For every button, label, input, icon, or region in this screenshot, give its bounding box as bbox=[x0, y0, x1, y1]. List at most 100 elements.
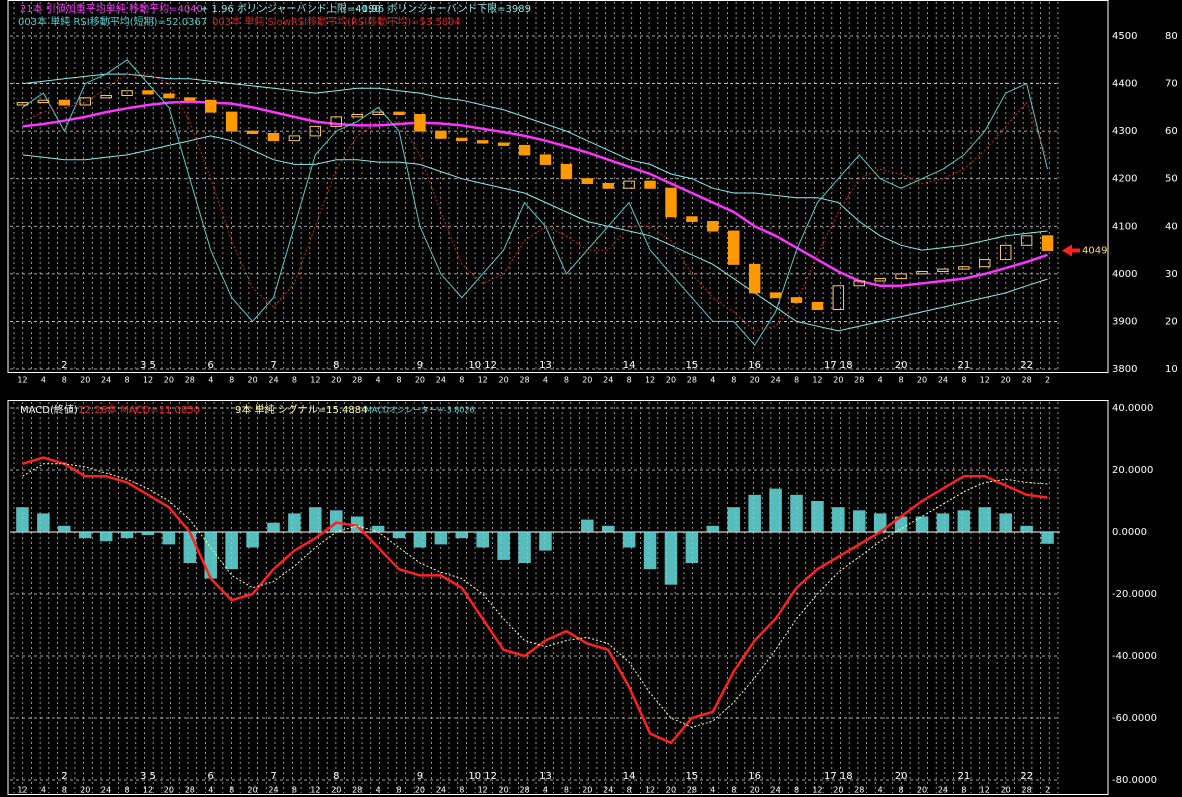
histogram-bar bbox=[78, 532, 92, 539]
candle-body bbox=[937, 268, 949, 272]
hour-label: 20 bbox=[247, 786, 257, 795]
legend-entry: 003本 単純 RSI移動平均(短期)=52.0367 bbox=[18, 15, 207, 28]
price-panel bbox=[7, 0, 1109, 373]
series-line bbox=[22, 73, 1048, 332]
hour-label: 28 bbox=[352, 786, 362, 795]
hour-label: 8 bbox=[459, 786, 464, 795]
x-tick-label: 15 bbox=[686, 771, 699, 782]
x-tick-label: 7 bbox=[270, 360, 276, 371]
hour-label: 4 bbox=[878, 786, 883, 795]
hour-label: 8 bbox=[396, 376, 401, 385]
x-tick-label: 22 bbox=[1020, 360, 1033, 371]
hour-label: 12 bbox=[17, 376, 27, 385]
y-tick-label: -40.0000 bbox=[1112, 651, 1157, 662]
y-tick-label: -80.0000 bbox=[1112, 775, 1157, 786]
hour-label: 8 bbox=[229, 376, 234, 385]
hour-label: 4 bbox=[41, 376, 46, 385]
hour-label: 20 bbox=[666, 786, 676, 795]
hour-label: 20 bbox=[750, 376, 760, 385]
histogram-bar bbox=[246, 532, 259, 548]
hour-label: 4 bbox=[208, 376, 213, 385]
y-tick-label: 40.0000 bbox=[1112, 403, 1153, 414]
hour-label: 8 bbox=[459, 376, 464, 385]
hour-label: 4 bbox=[543, 376, 548, 385]
y-tick-label: 30 bbox=[1165, 269, 1178, 280]
y-tick-label: 10 bbox=[1165, 364, 1178, 375]
candle-body bbox=[958, 266, 970, 270]
x-tick-label: 13 bbox=[539, 360, 552, 371]
x-tick-label: 3 5 bbox=[140, 360, 156, 371]
y-tick-label: 40 bbox=[1165, 221, 1178, 232]
histogram-bar bbox=[37, 513, 50, 532]
candle-body bbox=[979, 259, 991, 268]
histogram-bar bbox=[1041, 532, 1054, 544]
hour-label: 20 bbox=[331, 786, 341, 795]
histogram-bar bbox=[183, 532, 197, 563]
hour-label: 20 bbox=[80, 376, 90, 385]
hour-label: 8 bbox=[627, 376, 632, 385]
hour-label: 24 bbox=[603, 376, 613, 385]
macd-title: MACD(終値) bbox=[20, 403, 78, 416]
legend-entry: 003本 単純 SlowRSI移動平均(RSI移動平均)=53.5894 bbox=[212, 15, 461, 28]
hour-label: 20 bbox=[247, 376, 257, 385]
y-tick-label: 3800 bbox=[1112, 364, 1137, 375]
y-tick-label: 20.0000 bbox=[1112, 465, 1153, 476]
x-tick-label: 8 bbox=[333, 771, 339, 782]
candle-body bbox=[142, 90, 154, 95]
candle-body bbox=[37, 99, 50, 104]
hour-label: 20 bbox=[164, 786, 174, 795]
hour-label: 20 bbox=[582, 376, 592, 385]
candle-body bbox=[665, 187, 677, 218]
hour-label: 12 bbox=[812, 376, 822, 385]
histogram-bar bbox=[497, 532, 510, 560]
hour-label: 20 bbox=[499, 786, 509, 795]
candle-body bbox=[769, 292, 782, 299]
histogram-bar bbox=[539, 532, 552, 551]
hour-label: 12 bbox=[812, 786, 822, 795]
hour-label: 20 bbox=[666, 376, 676, 385]
y-tick-label: 80 bbox=[1165, 31, 1178, 42]
histogram-bar bbox=[329, 510, 343, 532]
hour-label: 12 bbox=[980, 786, 990, 795]
histogram-bar bbox=[664, 532, 678, 585]
histogram-bar bbox=[455, 532, 469, 539]
x-tick-label: 20 bbox=[895, 360, 908, 371]
candle-body bbox=[602, 182, 614, 189]
y-tick-label: 70 bbox=[1165, 79, 1178, 90]
candle-body bbox=[267, 133, 280, 142]
candle-body bbox=[874, 278, 886, 282]
hour-label: 20 bbox=[80, 786, 90, 795]
hour-label: 8 bbox=[292, 786, 297, 795]
histogram-bar bbox=[204, 532, 218, 579]
hour-label: 12 bbox=[310, 786, 320, 795]
hour-label: 12 bbox=[645, 376, 655, 385]
candle-body bbox=[1041, 235, 1054, 252]
hour-label: 8 bbox=[731, 786, 736, 795]
candle-body bbox=[1020, 235, 1033, 246]
y-tick-label: -20.0000 bbox=[1112, 589, 1157, 600]
candle-body bbox=[309, 125, 322, 137]
y-tick-label: 4300 bbox=[1112, 126, 1137, 137]
candle-body bbox=[163, 93, 175, 99]
hour-label: 8 bbox=[564, 376, 569, 385]
candle-body bbox=[330, 116, 342, 127]
histogram-bar bbox=[120, 532, 134, 539]
hour-label: 28 bbox=[1022, 376, 1032, 385]
hour-label: 24 bbox=[101, 376, 111, 385]
hour-label: 4 bbox=[543, 786, 548, 795]
hour-label: 8 bbox=[125, 376, 130, 385]
histogram-bar bbox=[999, 513, 1012, 532]
legend-entry: - 1.96 ボリンジャーバンド下限=3989 bbox=[355, 3, 531, 15]
x-tick-label: 14 bbox=[623, 771, 636, 782]
y-tick-label: -60.0000 bbox=[1112, 713, 1157, 724]
hour-label: 12 bbox=[478, 376, 488, 385]
histogram-bar bbox=[392, 532, 406, 539]
hour-label: 24 bbox=[770, 376, 780, 385]
hour-label: 28 bbox=[185, 786, 195, 795]
candle-body bbox=[372, 111, 384, 115]
hour-label: 20 bbox=[164, 376, 174, 385]
hour-label: 4 bbox=[41, 786, 46, 795]
histogram-bar bbox=[99, 532, 113, 542]
hour-label: 12 bbox=[645, 786, 655, 795]
legend-entry: MACDオシレーター=-3.8026 bbox=[365, 406, 475, 415]
